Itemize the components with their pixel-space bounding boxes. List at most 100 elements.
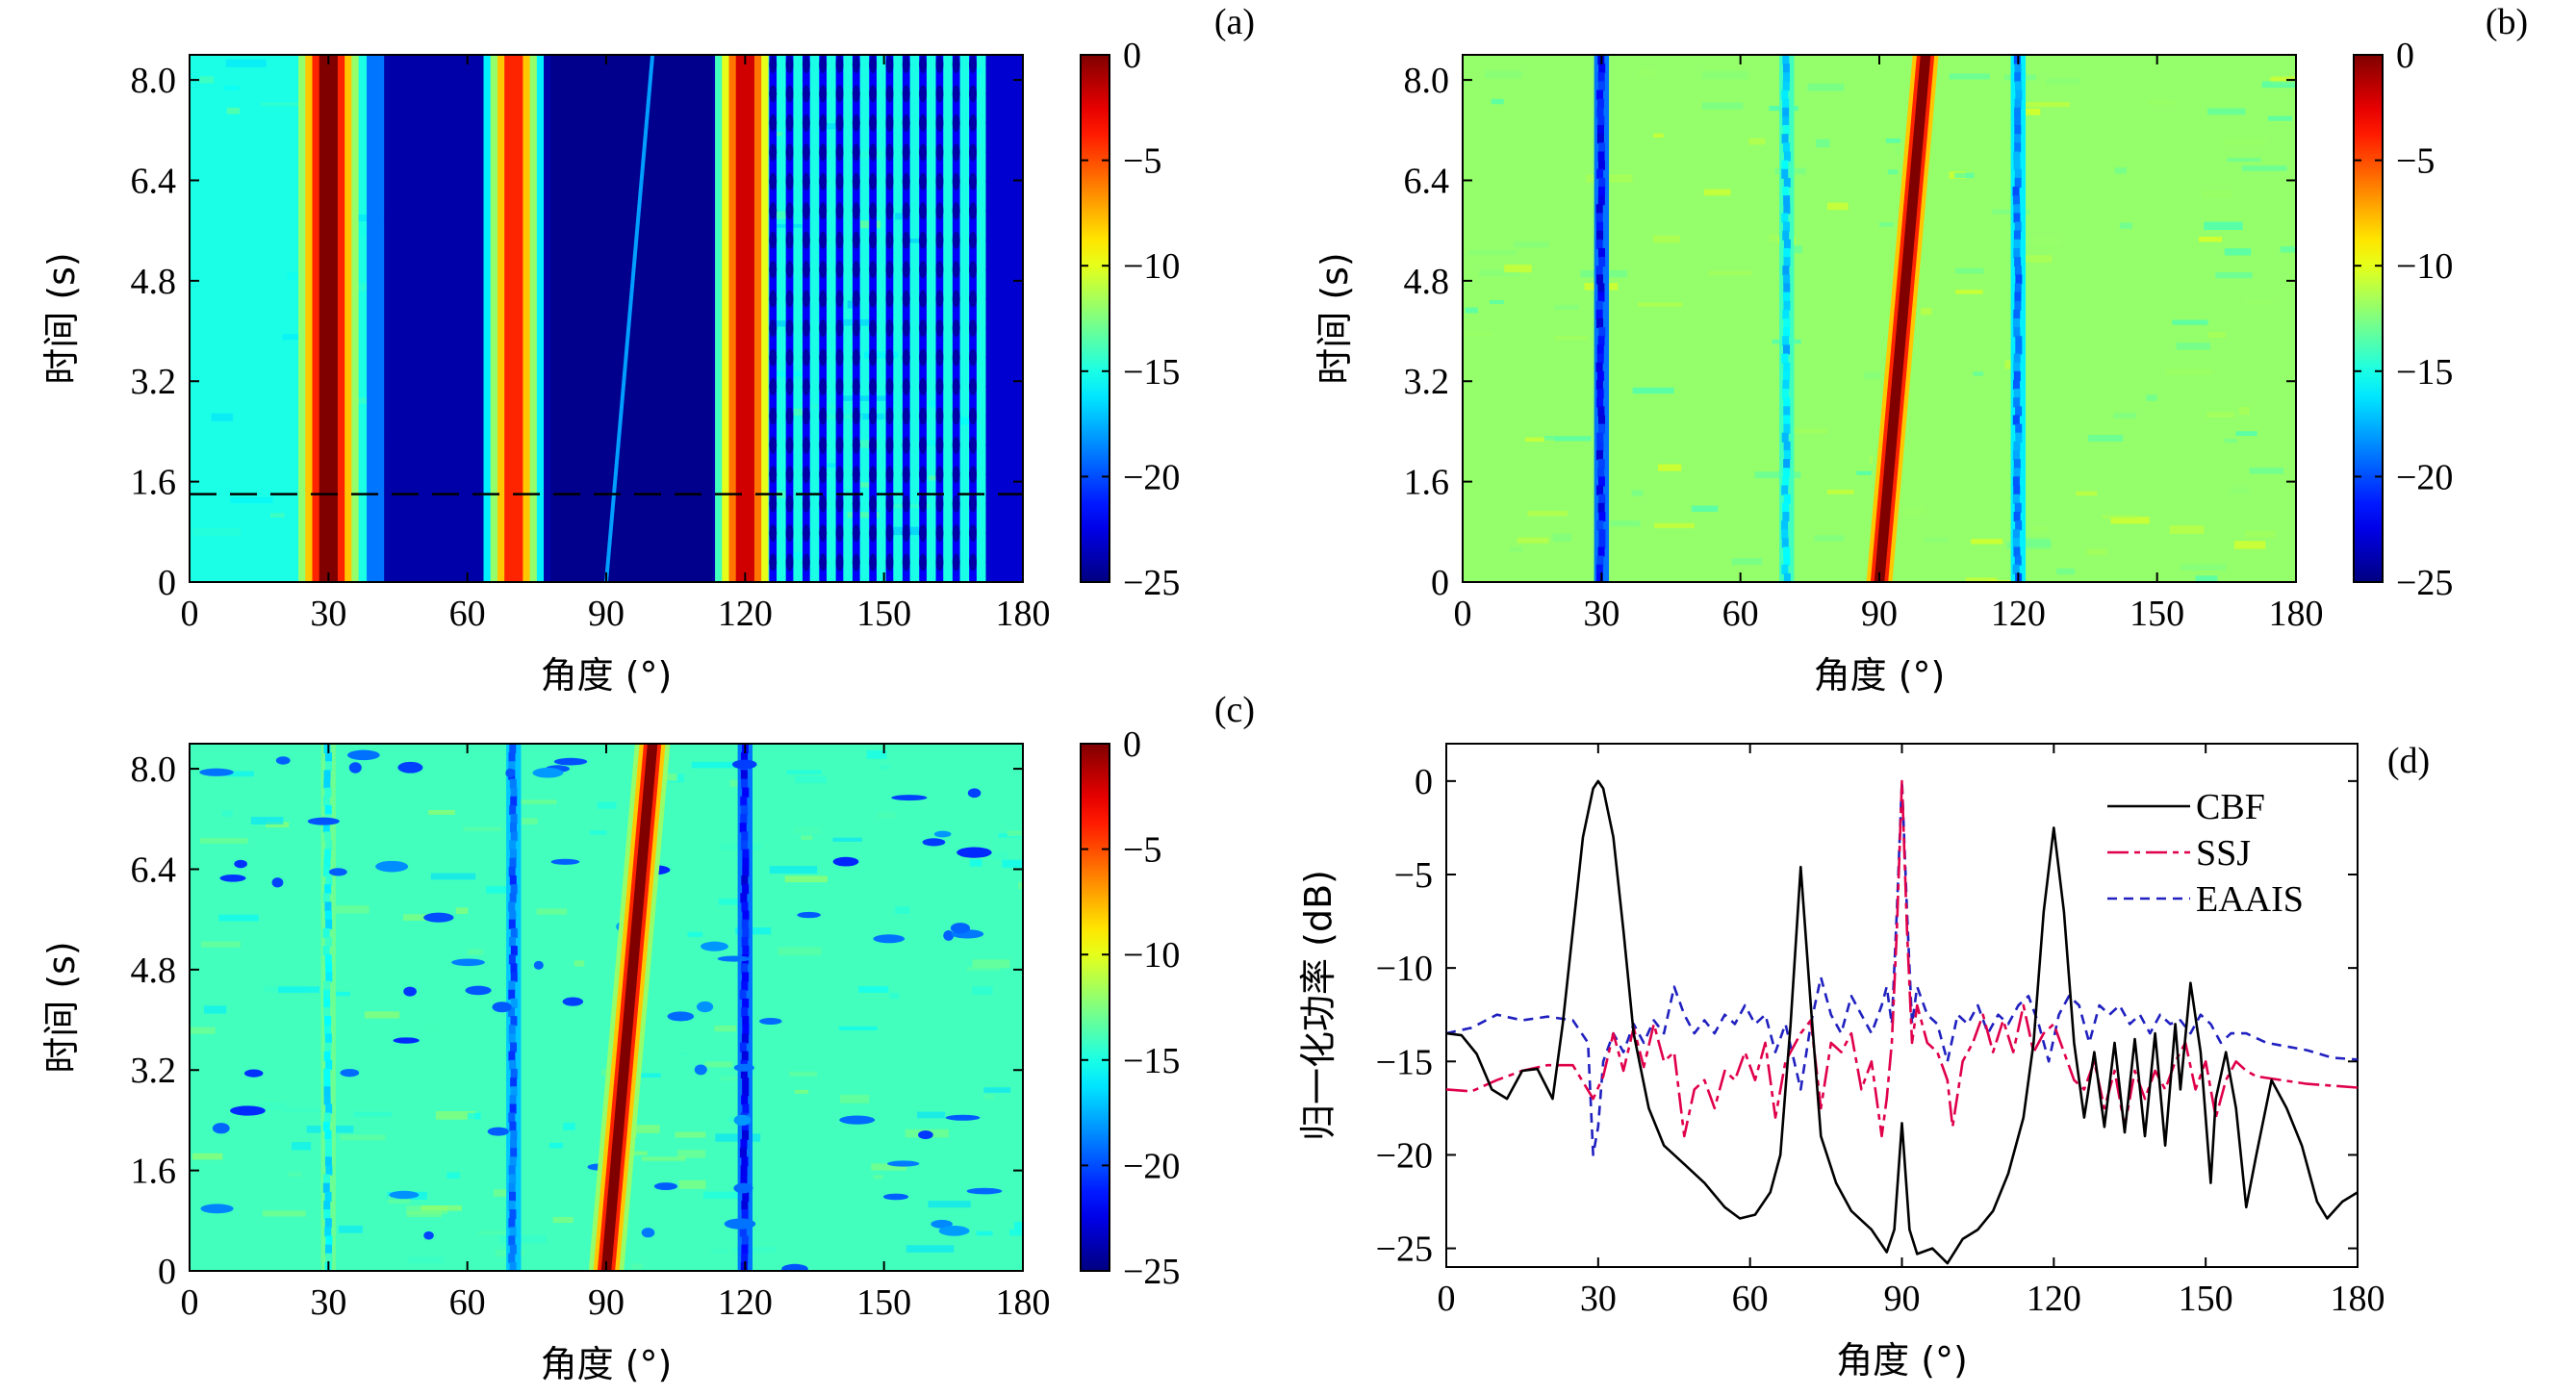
texture-patch (190, 1027, 216, 1034)
notch-segment (2015, 89, 2023, 100)
notch-segment (1597, 459, 1605, 469)
notch-segment (2013, 397, 2021, 408)
texture-patch (1527, 511, 1569, 517)
texture-patch (402, 914, 435, 921)
x-tick-label: 150 (2130, 594, 2184, 634)
texture-patch (983, 1094, 995, 1100)
notch-segment (742, 998, 750, 1008)
notch-segment (510, 998, 518, 1008)
noise-spot (451, 958, 485, 967)
sidelobe-dot (885, 466, 894, 484)
texture-patch (720, 1076, 754, 1081)
notch-segment (1597, 81, 1605, 91)
notch-segment (2014, 283, 2022, 293)
notch-segment (1596, 555, 1604, 566)
noise-spot (505, 768, 516, 778)
texture-patch (2280, 246, 2296, 253)
sidelobe-dot (769, 290, 778, 308)
notch-segment (1597, 187, 1605, 197)
sidelobe-dot (885, 436, 894, 454)
sidelobe-dot (935, 172, 944, 190)
notch-segment (1781, 160, 1789, 170)
texture-patch (2113, 413, 2137, 419)
y-tick-label: −10 (1376, 949, 1433, 989)
sidelobe-dot (835, 85, 844, 103)
texture-patch (732, 1247, 777, 1254)
sidelobe-dot (919, 466, 928, 484)
sidelobe-dot (785, 348, 794, 367)
sidelobe-dot (952, 231, 960, 249)
noise-spot (694, 1064, 707, 1076)
notch-segment (2014, 555, 2022, 566)
sidelobe-dot (819, 56, 828, 73)
texture-patch (1468, 249, 1517, 256)
x-tick-label: 60 (1722, 594, 1759, 634)
texture-patch (1708, 270, 1752, 276)
noise-spot (340, 1068, 360, 1078)
notch-segment (1596, 168, 1604, 179)
notch-segment (2013, 379, 2021, 391)
legend-label: EAAIS (2196, 879, 2304, 920)
notch-segment (1597, 292, 1605, 302)
notch-segment (323, 980, 331, 991)
notch-segment (1596, 397, 1604, 408)
texture-patch (292, 1142, 312, 1151)
notch-segment (508, 1200, 516, 1211)
noise-spot (922, 838, 946, 847)
sidelobe-dot (802, 202, 810, 220)
x-tick-label: 30 (310, 1282, 346, 1323)
sidelobe-dot (802, 407, 810, 425)
sidelobe-dot (919, 348, 928, 367)
texture-patch (218, 914, 259, 922)
sidelobe-dot (902, 524, 910, 543)
texture-patch (895, 906, 910, 914)
texture-patch (225, 771, 254, 777)
texture-patch (2102, 515, 2138, 520)
interference-stripe (504, 55, 523, 582)
sidelobe-stripe (852, 55, 860, 582)
sidelobe-dot (802, 261, 810, 279)
notch-segment (742, 884, 750, 895)
notch-segment (740, 814, 748, 824)
sidelobe-dot (785, 85, 794, 103)
notch-segment (2014, 168, 2022, 179)
texture-patch (880, 765, 890, 770)
notch-segment (509, 1191, 517, 1202)
texture-patch (1971, 539, 2003, 545)
notch-segment (323, 1086, 331, 1097)
texture-patch (770, 211, 788, 219)
notch-segment (508, 1235, 516, 1246)
notch-segment (324, 1148, 332, 1158)
colorbar-tick-label: −5 (1123, 141, 1161, 182)
sidelobe-dot (969, 319, 978, 337)
sidelobe-dot (902, 85, 910, 103)
x-tick-label: 90 (588, 1282, 625, 1323)
sidelobe-dot (769, 261, 778, 279)
texture-patch (1554, 305, 1579, 310)
texture-patch (2224, 138, 2268, 146)
legend-label: CBF (2196, 787, 2265, 827)
noise-spot (307, 817, 340, 825)
sidelobe-dot (852, 231, 860, 249)
notch-segment (2014, 266, 2022, 276)
moving-target-track (1874, 55, 1931, 582)
texture-patch (2241, 165, 2287, 171)
notch-segment (322, 796, 330, 806)
y-tick-label: 6.4 (131, 161, 177, 201)
texture-patch (905, 1245, 955, 1253)
sidelobe-stripe (785, 55, 794, 582)
sidelobe-dot (869, 85, 878, 103)
notch-segment (1781, 89, 1789, 100)
noise-spot (696, 1001, 714, 1013)
notch-segment (740, 893, 748, 903)
sidelobe-dot (869, 466, 878, 484)
y-tick-label: 1.6 (1404, 463, 1450, 503)
texture-patch (928, 1201, 971, 1208)
notch-segment (323, 1112, 331, 1123)
sidelobe-dot (885, 172, 894, 190)
notch-segment (2015, 344, 2023, 355)
sidelobe-dot (919, 143, 928, 162)
noise-spot (328, 868, 347, 876)
notch-segment (1595, 213, 1603, 223)
notch-segment (1782, 107, 1790, 117)
